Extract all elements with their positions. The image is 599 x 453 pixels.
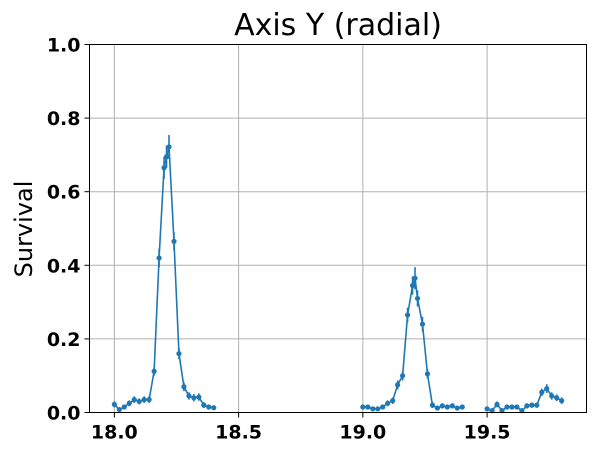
data-point [126,400,132,406]
grid [89,44,587,413]
data-point [206,404,212,410]
data-point [186,393,192,399]
data-point [163,154,170,160]
data-point [484,406,490,412]
data-point [380,404,386,410]
data-point [524,403,530,409]
data-point [449,403,455,409]
series-1 [111,135,217,413]
axes-frame [89,44,587,413]
x-tick-label: 19.5 [464,422,511,444]
data-point [529,402,535,408]
series-3 [484,384,565,414]
chart-title: Axis Y (radial) [234,8,442,43]
data-point [559,398,565,404]
data-point [504,404,510,410]
data-point [509,404,515,410]
x-tick-label: 18.0 [91,422,138,444]
data-point [439,403,445,409]
data-point [454,405,460,411]
data-point [429,402,436,408]
data-point [360,404,366,410]
data-point [136,398,142,405]
y-tick-label: 0.8 [47,108,81,130]
data-point [166,144,172,150]
data-point [161,165,167,171]
data-point [412,275,418,281]
plot-area [111,135,565,414]
data-point [434,405,440,411]
data-point [554,395,560,401]
y-tick-label: 0.4 [47,255,81,277]
y-tick-label: 0.2 [47,329,81,351]
data-point [131,397,137,403]
axes: 18.0 18.5 19.0 19.5 0.0 0.2 0.4 0.6 0.8 1.0 [47,35,511,444]
data-point [409,282,416,289]
series-line [486,387,563,412]
data-point [444,404,450,410]
data-point [181,384,187,390]
data-point [404,312,411,318]
data-point [414,295,421,302]
data-point [424,371,431,377]
data-point [156,255,162,261]
data-point [459,404,465,410]
data-point [211,405,217,411]
data-point [544,385,550,392]
data-point [375,406,381,412]
y-tick-label: 0.0 [47,403,81,425]
x-tick-label: 18.5 [215,422,262,444]
data-point [171,238,177,244]
data-point [176,351,182,357]
series-line [113,146,214,411]
data-point [370,406,376,412]
data-point [400,373,406,379]
y-tick-label: 1.0 [47,35,81,57]
data-point [549,393,555,399]
data-point [385,400,391,406]
x-tick-label: 19.0 [339,422,386,444]
data-point [151,368,157,374]
data-point [111,401,117,408]
data-point [390,398,396,404]
data-point [539,389,545,395]
series-2 [360,267,465,412]
y-axis-label: Survival [10,181,38,278]
data-point [494,401,500,408]
data-point [489,408,495,414]
data-point [519,408,525,414]
series-line [362,277,463,410]
data-point [116,406,122,413]
data-point [121,404,127,410]
y-tick-label: 0.6 [47,182,81,204]
data-point [196,394,202,400]
data-point [499,408,505,414]
data-point [395,382,401,388]
data-point [146,397,152,403]
data-point [419,321,426,327]
data-point [365,404,371,410]
data-point [514,404,520,410]
data-point [141,397,147,403]
data-point [201,402,207,408]
data-point [534,402,540,408]
data-point [191,395,197,401]
